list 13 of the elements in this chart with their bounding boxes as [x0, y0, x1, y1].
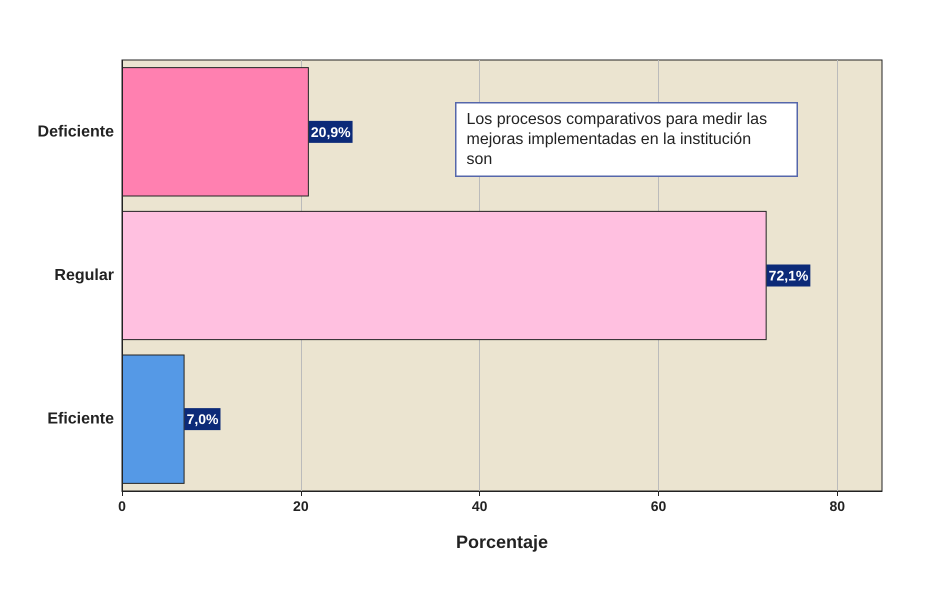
y-tick-label: Eficiente [47, 410, 114, 428]
y-tick-label: Deficiente [38, 123, 114, 140]
data-label: 20,9% [310, 124, 352, 140]
x-tick-label: 80 [830, 498, 846, 514]
y-tick-label: Regular [54, 267, 114, 284]
x-tick-label: 20 [293, 498, 309, 514]
x-tick-label: 40 [472, 498, 488, 514]
x-axis-title: Porcentaje [456, 532, 548, 552]
x-tick-label: 0 [118, 498, 126, 514]
x-tick-label: 60 [650, 498, 666, 514]
annotation: Los procesos comparativos para medir las mejoras implementadas en la institución son [466, 111, 772, 168]
data-label: 72,1% [768, 268, 809, 284]
data-label: 7,0% [186, 411, 220, 428]
